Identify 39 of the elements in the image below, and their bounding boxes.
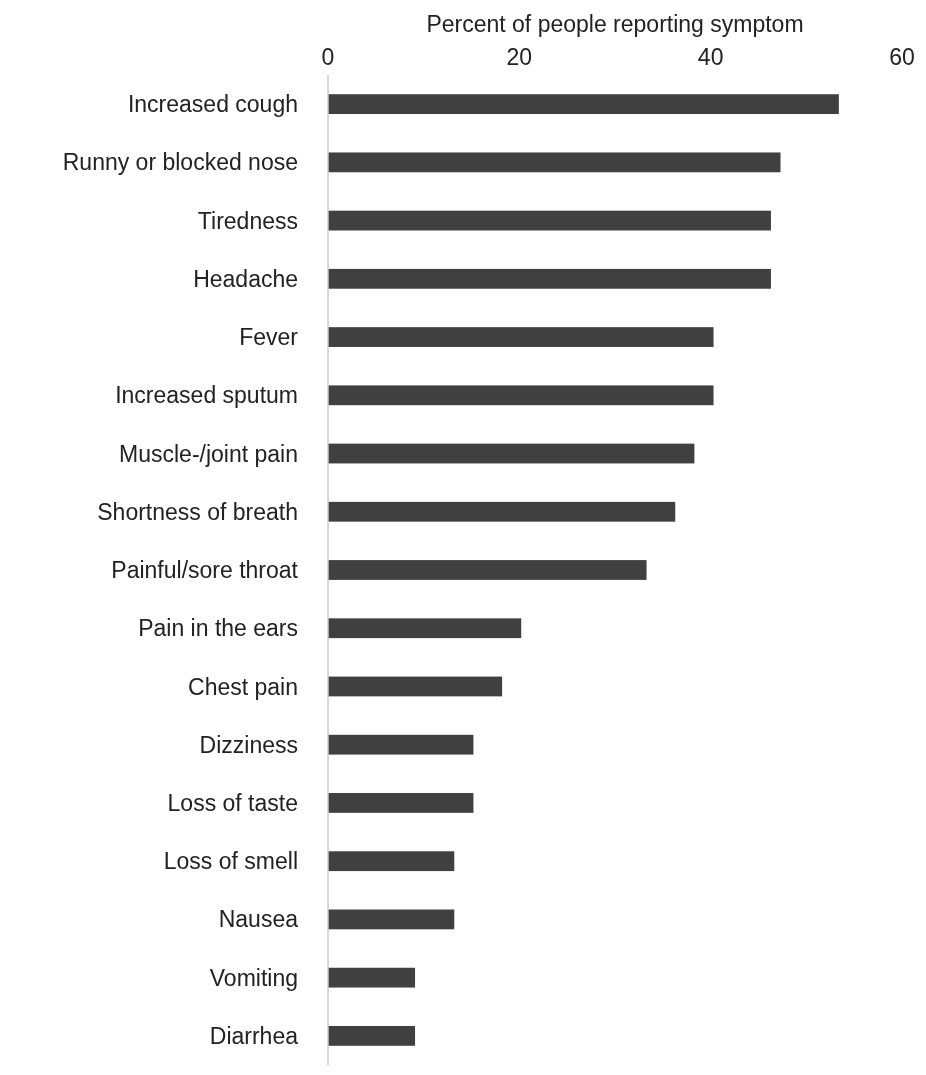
y-tick-label: Runny or blocked nose	[62, 149, 298, 176]
bar	[328, 793, 474, 813]
bar	[328, 501, 676, 522]
bar	[328, 94, 839, 115]
bar	[328, 268, 771, 289]
y-tick-label: Diarrhea	[209, 1022, 299, 1049]
bar	[328, 618, 522, 639]
y-tick-label: Dizziness	[199, 731, 298, 758]
y-tick-label: Tiredness	[197, 207, 298, 234]
y-tick-label: Pain in the ears	[138, 615, 298, 642]
bar	[328, 734, 474, 755]
y-tick-label: Headache	[193, 265, 298, 292]
y-tick-label: Loss of taste	[167, 789, 298, 816]
bar	[328, 560, 647, 580]
y-tick-label: Increased cough	[127, 91, 298, 118]
bar	[328, 327, 714, 347]
bar	[328, 676, 503, 697]
x-tick-label: 0	[321, 44, 335, 70]
bar	[328, 1025, 416, 1046]
bar	[328, 152, 781, 173]
x-tick-label: 40	[697, 44, 724, 70]
bar	[328, 967, 416, 988]
bar	[328, 210, 771, 231]
y-tick-label: Painful/sore throat	[111, 557, 299, 584]
x-tick-label: 20	[506, 44, 533, 70]
bar	[328, 385, 714, 406]
y-tick-label: Vomiting	[209, 964, 298, 991]
x-tick-label: 60	[889, 44, 915, 70]
y-tick-label: Shortness of breath	[97, 498, 298, 525]
y-tick-label: Loss of smell	[163, 848, 298, 875]
y-tick-label: Muscle-/joint pain	[119, 440, 298, 467]
bar	[328, 443, 695, 464]
y-tick-label: Nausea	[218, 906, 299, 933]
x-axis-title: Percent of people reporting symptom	[426, 11, 804, 37]
y-tick-label: Fever	[239, 324, 299, 351]
y-tick-label: Increased sputum	[115, 382, 298, 409]
y-tick-label: Chest pain	[188, 673, 298, 700]
bar	[328, 851, 455, 872]
bar	[328, 909, 455, 930]
